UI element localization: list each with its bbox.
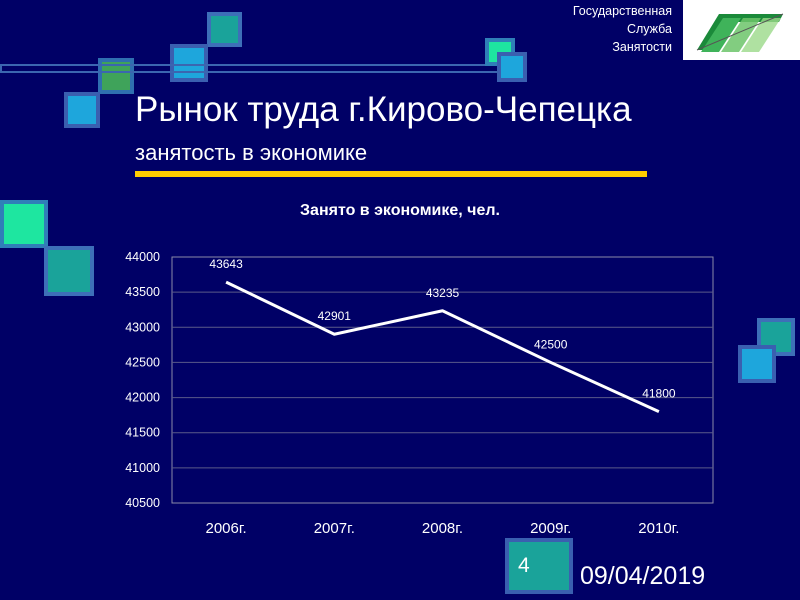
x-tick-label: 2009г.	[530, 520, 571, 537]
x-tick-label: 2010г.	[638, 520, 679, 537]
slide-number: 4	[518, 554, 530, 577]
org-name-line: Государственная	[572, 4, 672, 18]
slide-date: 09/04/2019	[580, 562, 706, 590]
y-tick-label: 44000	[125, 250, 160, 264]
deco-square	[170, 44, 208, 82]
y-tick-label: 43000	[125, 320, 160, 334]
data-label: 43643	[209, 257, 243, 271]
data-label: 41800	[642, 387, 676, 401]
y-tick-label: 41500	[125, 426, 160, 440]
org-name-line: Служба	[626, 22, 672, 36]
page-title: Рынок труда г.Кирово-Чепецка	[135, 90, 632, 129]
deco-square	[497, 52, 527, 82]
gsz-logo-icon	[683, 0, 800, 60]
org-name: Государственная Служба Занятости	[573, 2, 672, 56]
x-tick-label: 2007г.	[314, 520, 355, 537]
page-subtitle: занятость в экономике	[135, 140, 368, 165]
deco-square	[0, 200, 48, 248]
y-tick-label: 42500	[125, 355, 160, 369]
y-tick-label: 42000	[125, 391, 160, 405]
chart-title: Занято в экономике, чел.	[300, 202, 500, 219]
x-tick-label: 2008г.	[422, 520, 463, 537]
org-name-line: Занятости	[612, 40, 672, 54]
x-tick-label: 2006г.	[206, 520, 247, 537]
deco-square	[738, 345, 776, 383]
data-label: 43235	[426, 286, 460, 300]
slide-number-badge: 4	[505, 538, 573, 594]
deco-square	[44, 246, 94, 296]
data-label: 42901	[318, 309, 352, 323]
accent-bar	[135, 171, 647, 177]
deco-square	[64, 92, 100, 128]
plot-area	[171, 256, 714, 504]
data-label: 42500	[534, 337, 568, 351]
y-tick-label: 43500	[125, 285, 160, 299]
y-tick-label: 41000	[125, 461, 160, 475]
y-tick-label: 40500	[125, 496, 160, 510]
series-line	[225, 280, 660, 413]
deco-square	[207, 12, 242, 47]
